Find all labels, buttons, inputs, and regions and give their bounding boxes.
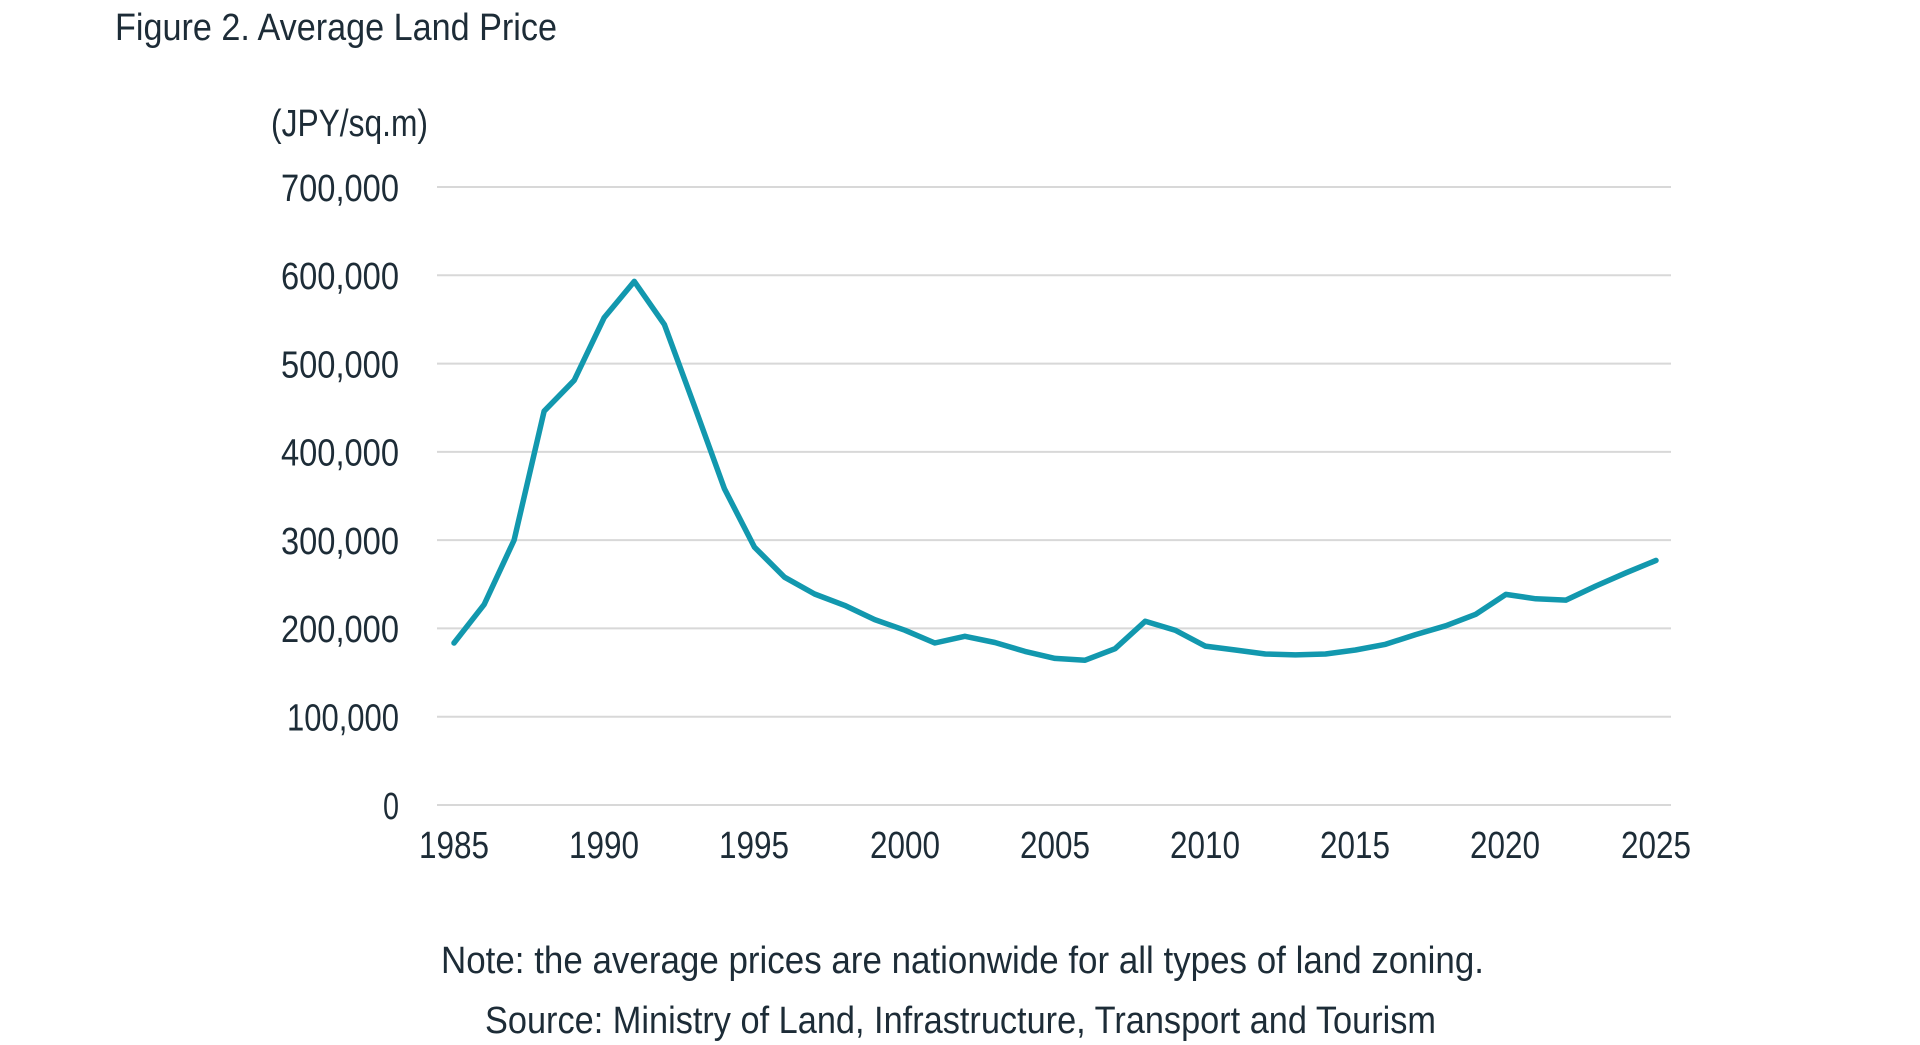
svg-text:1995: 1995 (719, 825, 789, 867)
svg-text:400,000: 400,000 (281, 433, 399, 475)
svg-text:1990: 1990 (569, 825, 639, 867)
svg-text:2015: 2015 (1320, 825, 1390, 867)
svg-text:1985: 1985 (419, 825, 489, 867)
svg-text:700,000: 700,000 (281, 168, 399, 210)
svg-text:200,000: 200,000 (281, 609, 399, 651)
svg-text:2020: 2020 (1470, 825, 1540, 867)
svg-text:300,000: 300,000 (281, 521, 399, 563)
svg-text:100,000: 100,000 (287, 698, 399, 740)
svg-text:Source: Ministry of Land, Infr: Source: Ministry of Land, Infrastructure… (485, 1000, 1436, 1042)
svg-text:Note: the average prices are n: Note: the average prices are nationwide … (441, 940, 1484, 982)
svg-text:Figure 2. Average Land Price: Figure 2. Average Land Price (115, 7, 557, 49)
svg-text:0: 0 (383, 786, 399, 828)
svg-text:2005: 2005 (1020, 825, 1090, 867)
svg-text:2000: 2000 (870, 825, 940, 867)
svg-text:500,000: 500,000 (281, 344, 399, 386)
svg-text:600,000: 600,000 (281, 256, 399, 298)
svg-text:(JPY/sq.m): (JPY/sq.m) (271, 103, 428, 145)
svg-text:2025: 2025 (1621, 825, 1691, 867)
svg-text:2010: 2010 (1170, 825, 1240, 867)
